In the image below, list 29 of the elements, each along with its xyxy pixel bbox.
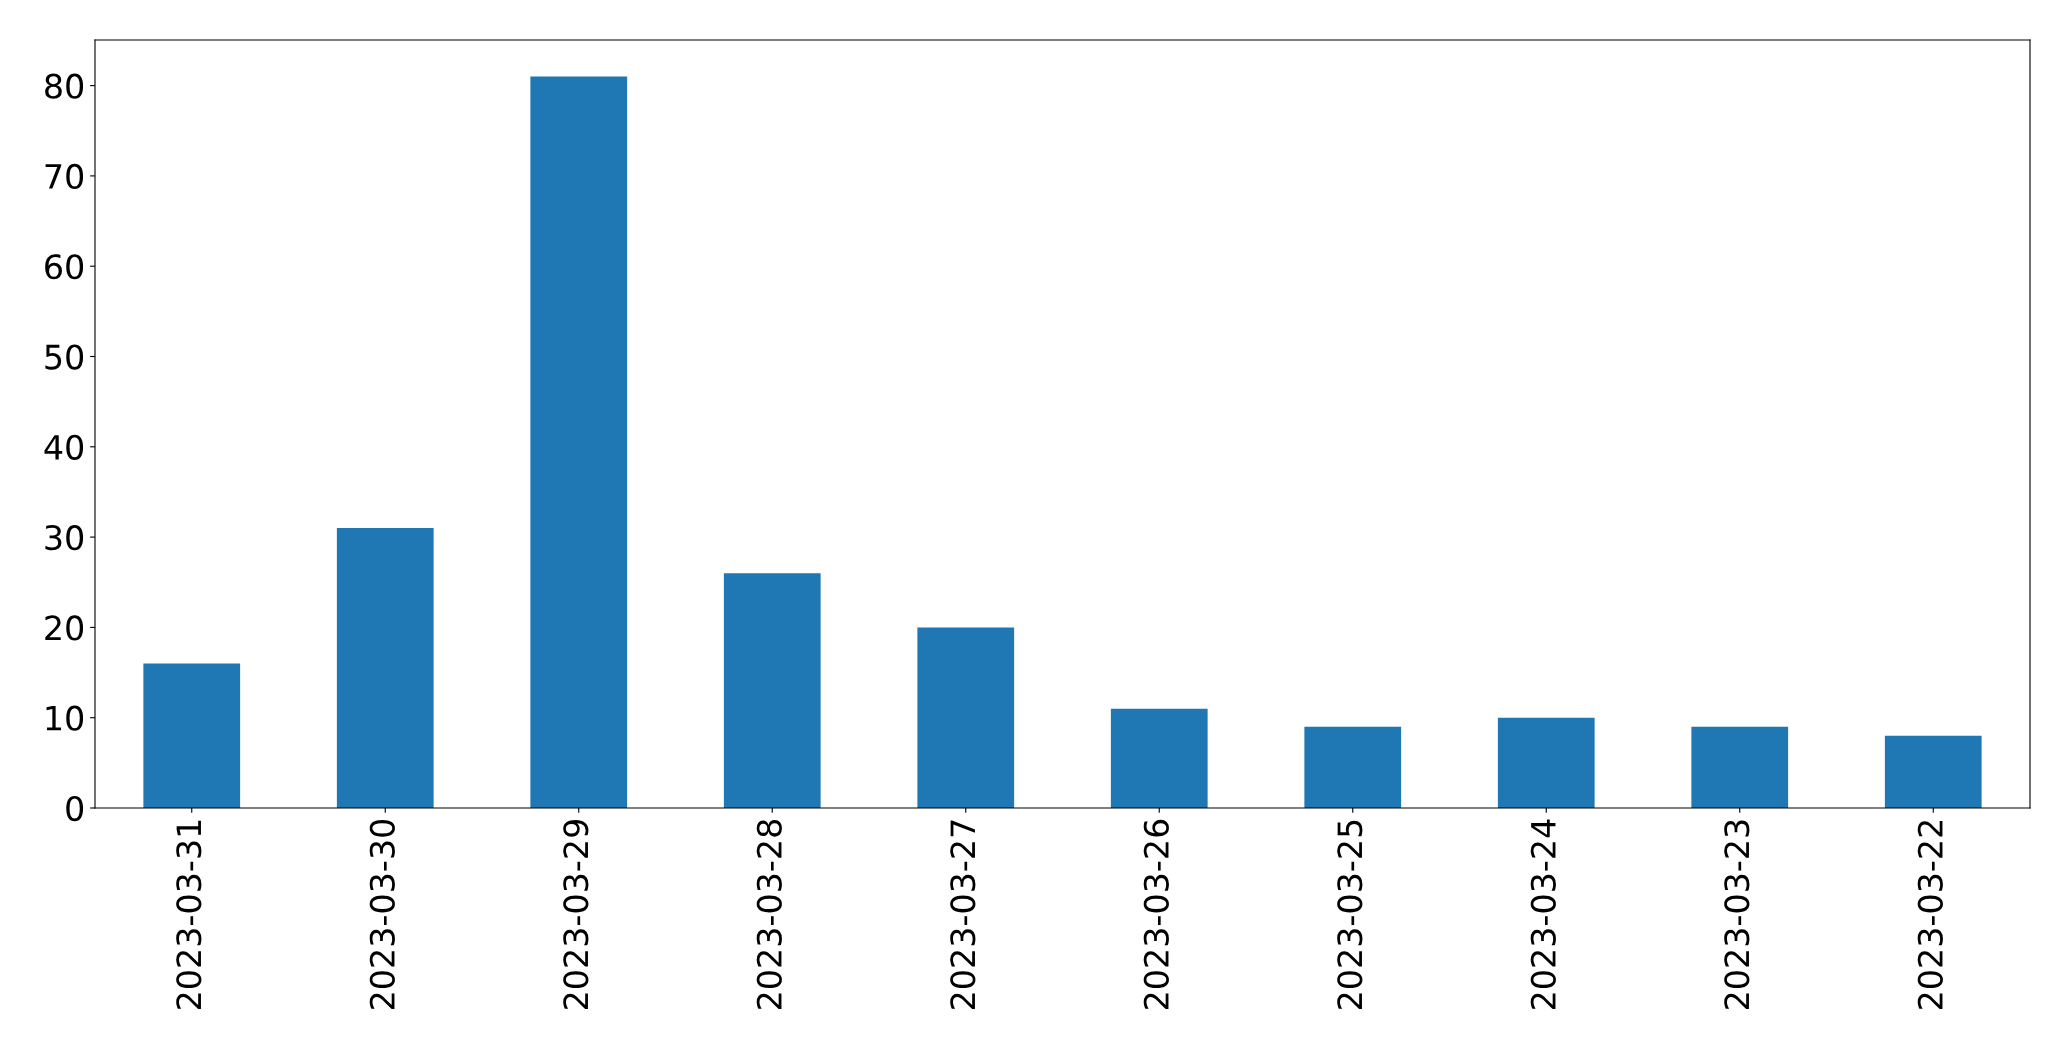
x-tick-label: 2023-03-25 [1337,820,1363,1009]
bar [1884,735,1982,808]
bar [723,573,821,808]
bar [1497,717,1595,808]
x-tick-label: 2023-03-27 [950,820,976,1009]
y-tick-label: 0 [66,795,84,822]
y-tick-label: 40 [44,434,84,460]
x-tick-label: 2023-03-23 [1724,820,1750,1009]
bar [917,627,1015,808]
x-tick-label: 2023-03-31 [176,820,202,1009]
bar [1110,708,1208,808]
x-tick-label: 2023-03-30 [369,819,395,1009]
bar [1304,726,1402,808]
x-tick-label: 2023-03-24 [1530,819,1556,1009]
x-tick-label: 2023-03-22 [1917,821,1943,1009]
y-tick-label: 10 [46,705,84,731]
y-tick-label: 50 [45,344,84,370]
x-tick-label: 2023-03-28 [756,820,782,1009]
x-tick-label: 2023-03-29 [563,820,589,1009]
y-tick-label: 80 [45,73,84,99]
bar [143,663,241,808]
y-tick-label: 20 [45,615,84,641]
y-tick-label: 60 [45,254,84,280]
bar [1691,726,1789,808]
x-tick-label: 2023-03-26 [1143,819,1169,1009]
y-tick-label: 70 [45,163,84,190]
y-tick-label: 30 [45,525,84,551]
bar [336,528,434,808]
bar [530,76,628,808]
